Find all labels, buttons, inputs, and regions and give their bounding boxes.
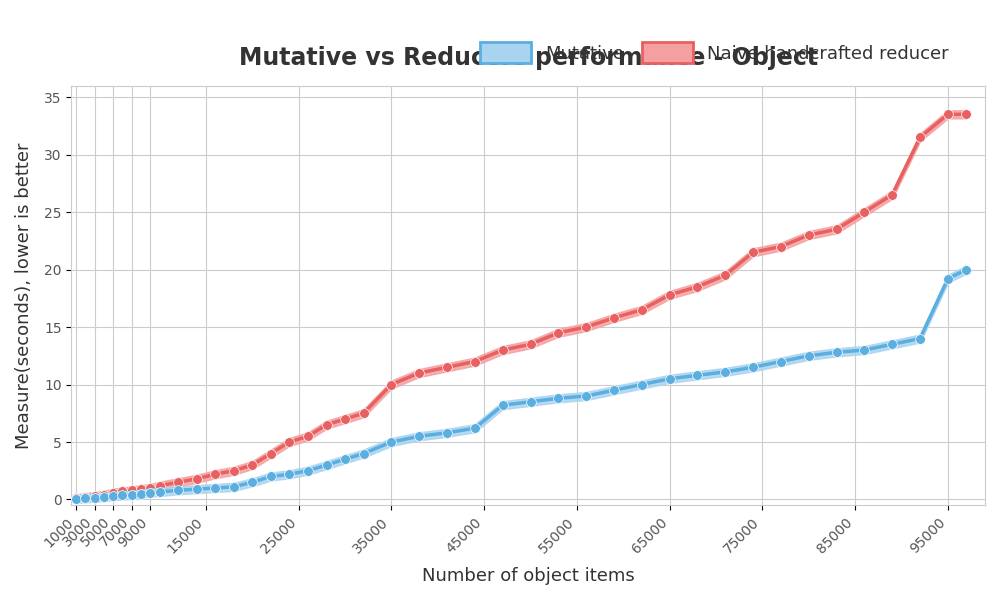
- X-axis label: Number of object items: Number of object items: [422, 567, 635, 585]
- Title: Mutative vs Reducers performance - Object: Mutative vs Reducers performance - Objec…: [239, 46, 818, 70]
- Legend: Mutative, Naive handcrafted reducer: Mutative, Naive handcrafted reducer: [471, 34, 958, 73]
- Y-axis label: Measure(seconds), lower is better: Measure(seconds), lower is better: [15, 142, 33, 449]
